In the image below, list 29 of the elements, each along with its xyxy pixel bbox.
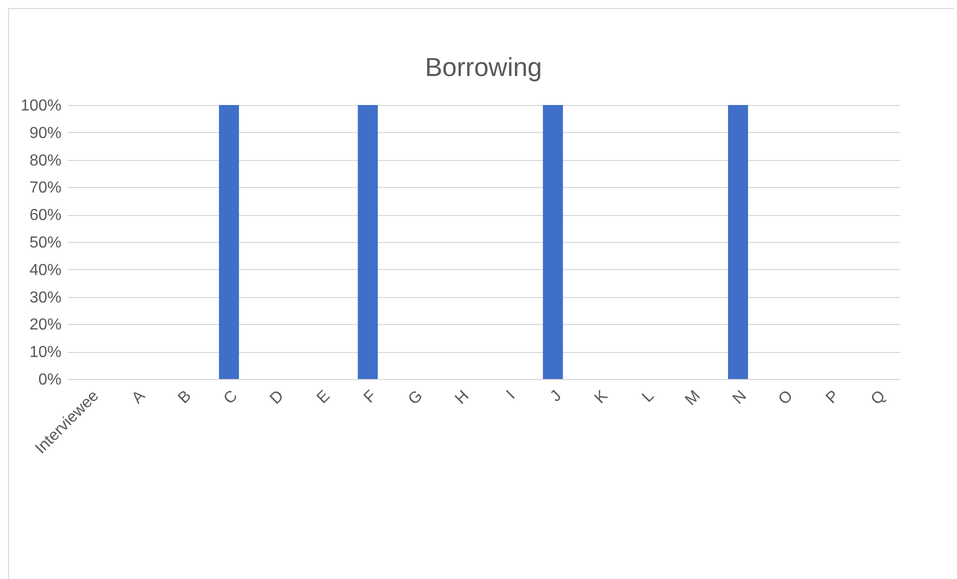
x-tick-label: G <box>405 388 426 408</box>
x-tick-label: L <box>639 387 658 406</box>
x-tick-label: C <box>220 388 241 408</box>
y-tick-label: 0% <box>38 372 62 388</box>
x-tick-label: F <box>360 387 380 406</box>
y-tick-label: 50% <box>29 234 62 252</box>
x-tick-label: I <box>503 388 519 403</box>
x-tick-label: Q <box>868 388 889 408</box>
y-tick-label: 20% <box>29 316 62 334</box>
x-tick-label: P <box>823 388 843 408</box>
y-tick-label: 100% <box>20 98 62 114</box>
y-tick-label: 30% <box>29 289 62 306</box>
x-tick-label: J <box>547 388 565 406</box>
x-tick-label: M <box>682 388 704 409</box>
x-tick-label: N <box>730 388 750 408</box>
y-tick-label: 40% <box>29 262 62 279</box>
x-tick-label: E <box>314 388 334 408</box>
y-tick-label: 70% <box>29 180 62 197</box>
x-tick-label: H <box>452 388 472 408</box>
y-tick-label: 60% <box>29 207 62 224</box>
x-tick-label: O <box>776 388 796 408</box>
x-tick-label: A <box>128 387 149 408</box>
x-tick-label: K <box>592 387 612 408</box>
y-tick-label: 10% <box>29 344 62 362</box>
x-tick-label: D <box>267 388 288 408</box>
y-tick-label: 90% <box>29 124 62 142</box>
y-tick-label: 80% <box>29 152 62 170</box>
x-tick-label: B <box>175 388 195 408</box>
chart-title: Borrowing <box>424 52 542 82</box>
